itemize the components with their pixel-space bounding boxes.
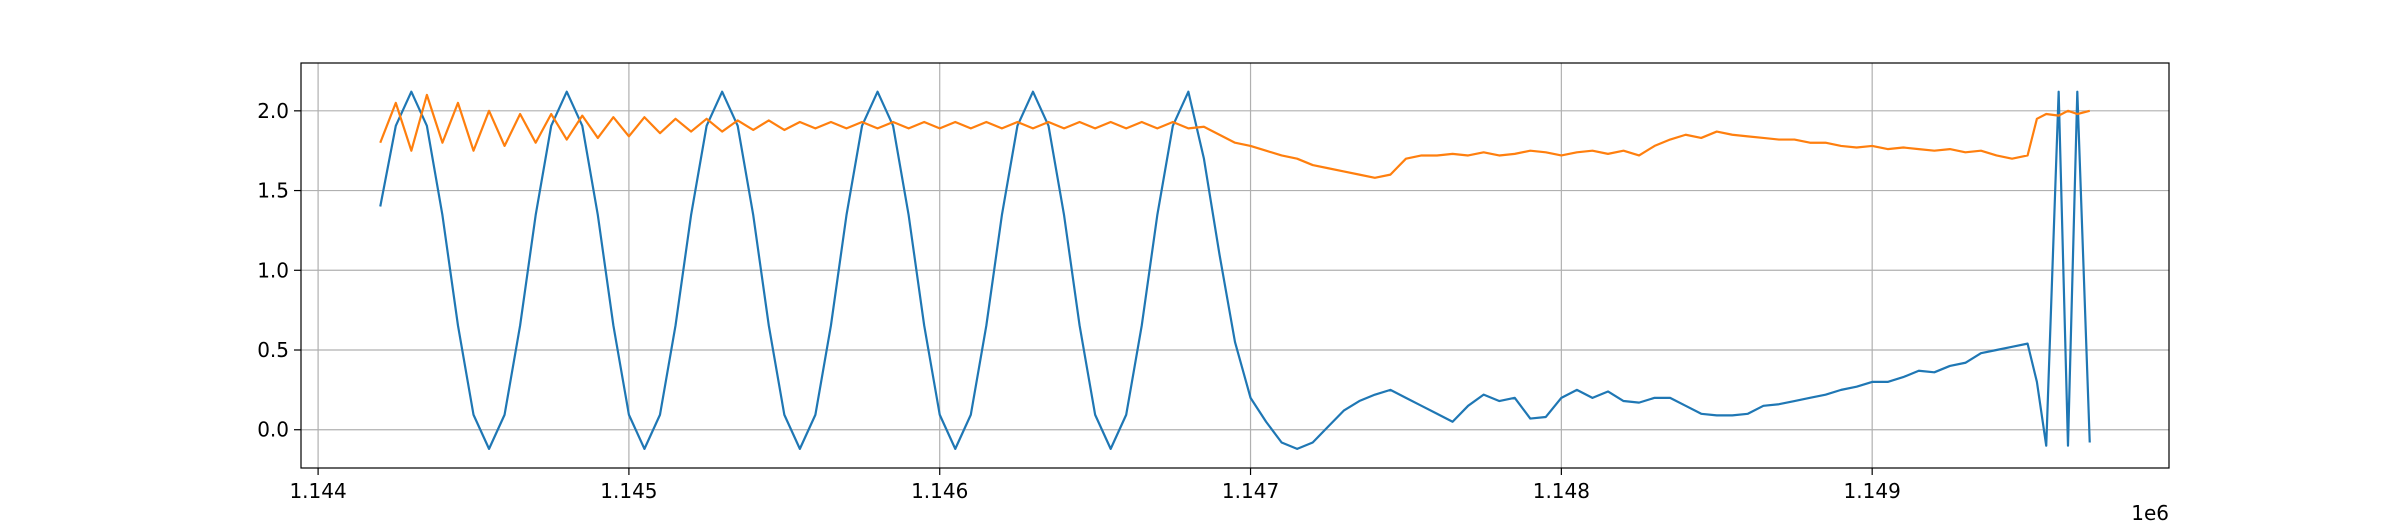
x-tick-label: 1.144 <box>289 479 346 503</box>
x-tick-label: 1.148 <box>1533 479 1590 503</box>
x-offset-label: 1e6 <box>2131 501 2169 525</box>
line-series <box>379 93 2091 179</box>
y-tick-label: 0.0 <box>257 418 289 442</box>
y-tick-label: 0.5 <box>257 338 289 362</box>
y-tick-label: 1.5 <box>257 179 289 203</box>
y-tick-label: 1.0 <box>257 258 289 282</box>
x-tick-label: 1.145 <box>600 479 657 503</box>
plot-frame <box>300 62 2170 469</box>
line-series <box>379 90 2091 450</box>
x-tick-label: 1.147 <box>1222 479 1279 503</box>
x-tick-label: 1.146 <box>911 479 968 503</box>
y-tick-label: 2.0 <box>257 99 289 123</box>
x-tick-label: 1.149 <box>1844 479 1901 503</box>
